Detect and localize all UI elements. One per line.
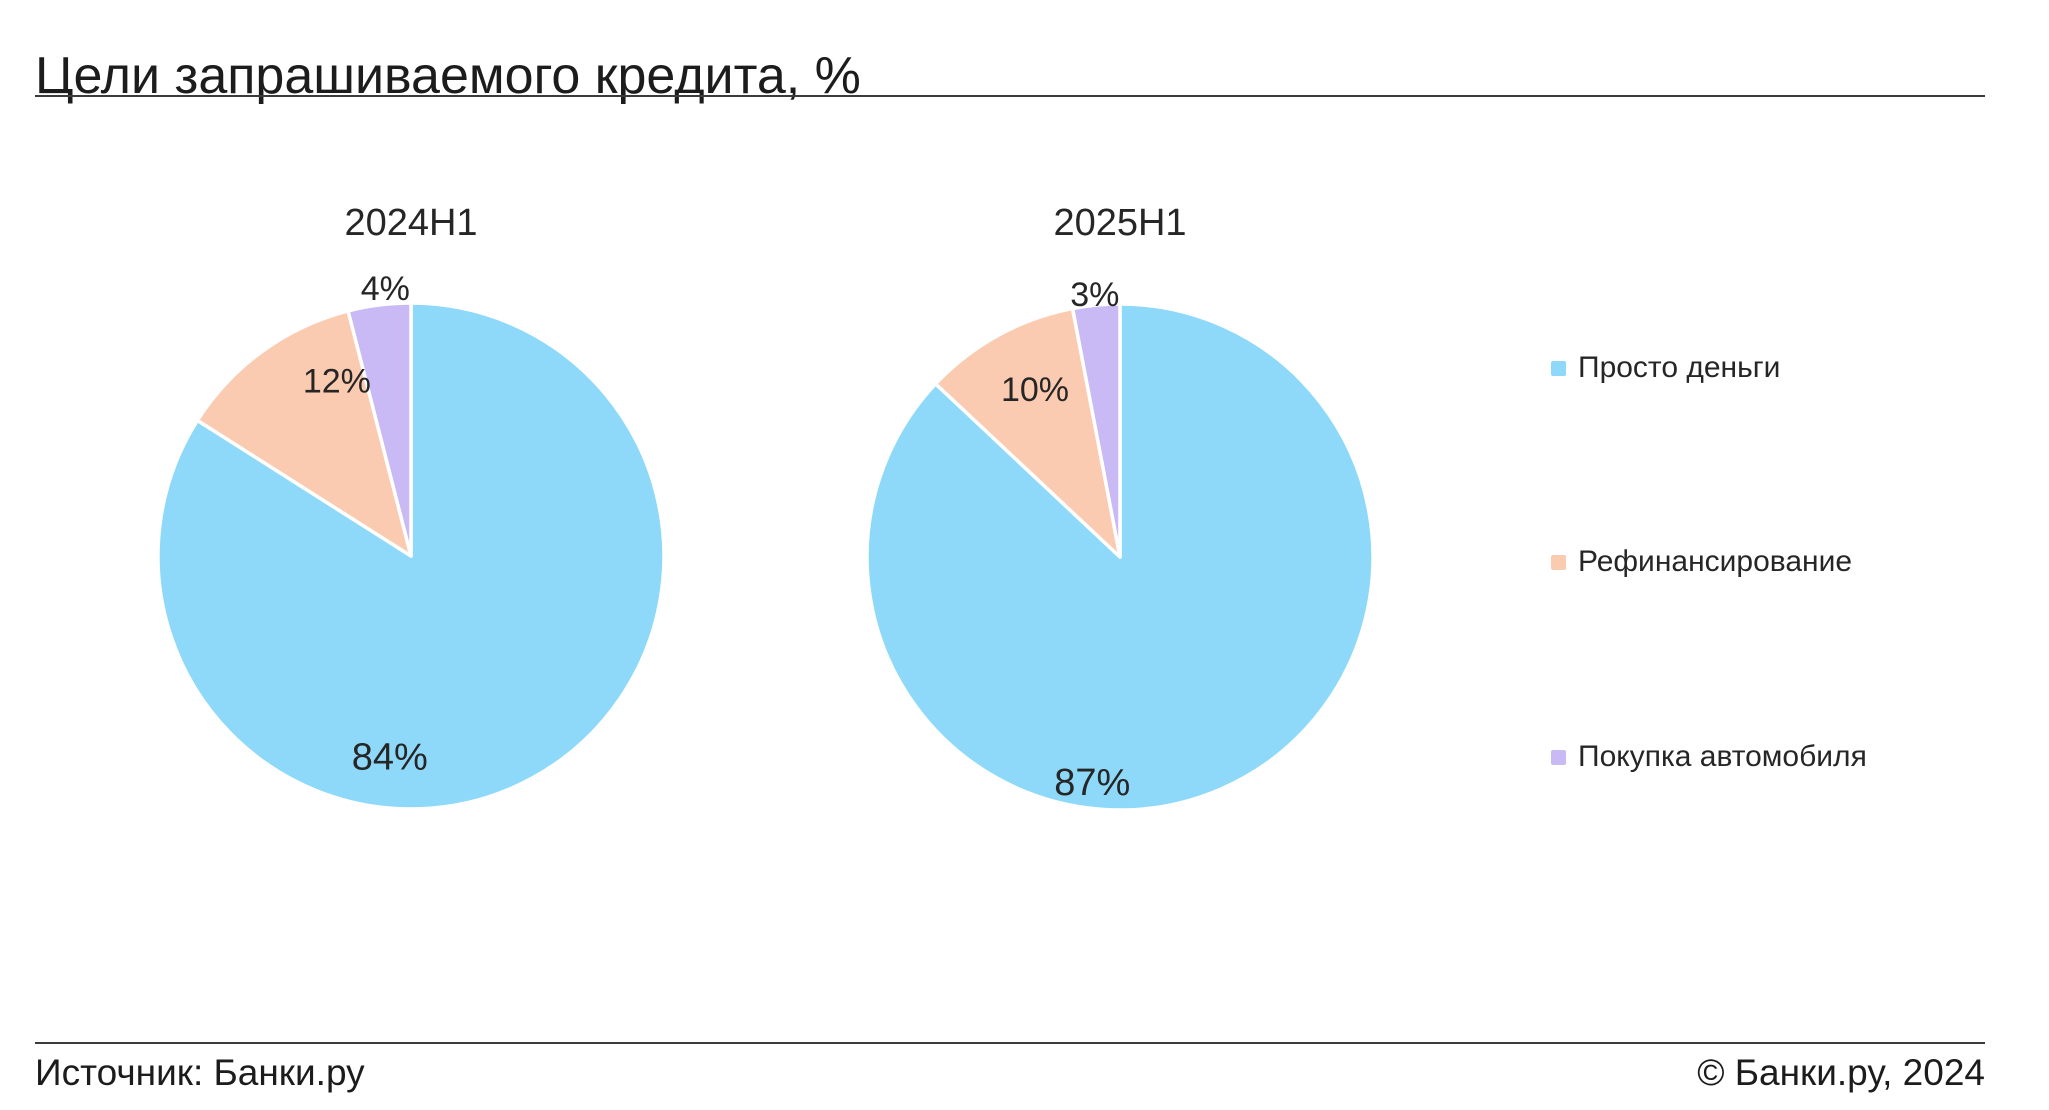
legend-swatch-just-money: [1551, 360, 1566, 376]
legend-swatch-refinancing: [1551, 554, 1566, 570]
pie-2025h1-slice-car-purchase: [1070, 302, 1122, 559]
legend-label: Покупка автомобиля: [1578, 740, 1867, 773]
slice-value-label-2024h1-car-purchase: 4%: [361, 270, 410, 308]
slice-value-label-2025h1-refinancing: 10%: [1001, 371, 1069, 409]
legend-item-refinancing: Рефинансирование: [1551, 545, 1852, 579]
slice-value-label-2025h1-just-money: 87%: [1054, 762, 1130, 804]
legend-label: Рефинансирование: [1578, 545, 1853, 578]
slice-value-label-2024h1-just-money: 84%: [352, 736, 428, 778]
slice-value-label-2024h1-refinancing: 12%: [303, 362, 371, 400]
slice-value-label-2025h1-car-purchase: 3%: [1070, 276, 1119, 314]
pie-title-2024h1: 2024H1: [344, 202, 478, 244]
pie-2024h1-slice-just-money: [156, 301, 666, 811]
pie-title-2025h1: 2025H1: [1053, 202, 1187, 244]
legend-label: Просто деньги: [1578, 351, 1781, 384]
pie-2024h1-slice-refinancing: [195, 309, 413, 558]
copyright-text: © Банки.ру, 2024: [1697, 1052, 1985, 1093]
legend-item-car-purchase: Покупка автомобиля: [1551, 740, 1867, 774]
legend-swatch-car-purchase: [1551, 749, 1566, 765]
pie-2024h1-slice-car-purchase: [346, 301, 413, 558]
pie-2025h1-slice-refinancing: [933, 306, 1122, 559]
legend-item-just-money: Просто деньги: [1551, 351, 1780, 385]
footer-divider: [35, 1042, 1985, 1044]
header-divider: [35, 95, 1985, 97]
source-text: Источник: Банки.ру: [35, 1052, 365, 1093]
